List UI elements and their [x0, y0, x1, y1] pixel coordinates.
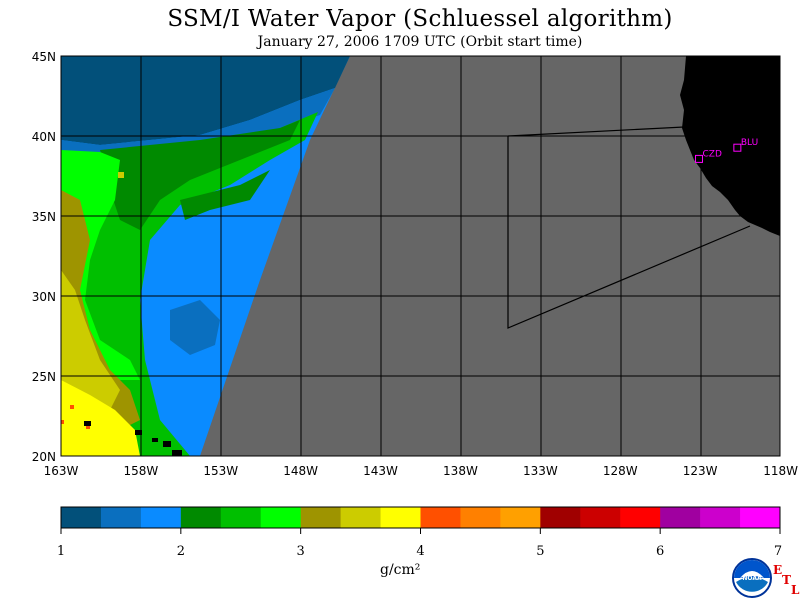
colorbar-segment: [300, 507, 342, 528]
island: [135, 430, 142, 435]
longitude-label: 143W: [363, 464, 398, 478]
longitude-label: 153W: [203, 464, 238, 478]
longitude-label: 163W: [44, 464, 79, 478]
colorbar-segment: [260, 507, 302, 528]
swath-data: [61, 56, 780, 456]
station-label: CZD: [703, 149, 722, 159]
island: [84, 421, 91, 426]
latitude-labels: 45N 40N 35N 30N 25N 20N: [32, 50, 56, 464]
colorbar-segment: [340, 507, 382, 528]
colorbar-segment: [420, 507, 461, 528]
colorbar-segment: [61, 507, 102, 528]
swath-spot: [86, 425, 90, 429]
colorbar-label: 6: [656, 544, 664, 559]
colorbar-segment: [620, 507, 661, 528]
swath-spot: [61, 420, 64, 424]
colorbar-label: 3: [297, 544, 305, 559]
colorbar-label: 7: [774, 544, 782, 559]
latitude-label: 45N: [32, 50, 56, 64]
longitude-labels: 163W 158W 153W 148W 143W 138W 133W 128W 123W 118W: [44, 464, 799, 478]
station-marker: [733, 143, 742, 152]
latitude-label: 40N: [32, 130, 56, 144]
island: [163, 441, 171, 447]
swath-darkgreen: [100, 120, 300, 230]
graticule: [61, 56, 780, 456]
map-subtitle: January 27, 2006 1709 UTC (Orbit start t…: [257, 34, 583, 50]
station-marker: [695, 154, 704, 163]
colorbar-segment: [380, 507, 421, 528]
colorbar: [60, 506, 781, 529]
swath-midblue-patch: [170, 300, 220, 355]
north-america-land: [680, 56, 780, 236]
colorbar-segment: [660, 507, 701, 528]
map-title: SSM/I Water Vapor (Schluessel algorithm): [167, 6, 673, 32]
colorbar-label: 1: [57, 544, 65, 559]
noaa-logo-text: NOAA: [742, 575, 762, 582]
etl-letter-e: E: [773, 563, 783, 577]
colorbar-labels: 1 2 3 4 5 6 7: [57, 528, 782, 559]
colorbar-segment: [180, 507, 222, 528]
colorbar-unit: g/cm²: [380, 562, 421, 578]
latitude-label: 35N: [32, 210, 56, 224]
longitude-label: 158W: [123, 464, 158, 478]
latitude-label: 30N: [32, 290, 56, 304]
stations-layer: CZD BLU: [695, 138, 758, 163]
colorbar-label: 4: [416, 544, 424, 559]
colorbar-segment: [460, 507, 501, 528]
map-frame: [60, 55, 781, 457]
swath-darkblue: [61, 56, 350, 145]
domain-outline: [507, 126, 751, 329]
colorbar-label: 5: [536, 544, 544, 559]
noaa-logo: NOAA: [732, 558, 772, 598]
colorbar-segment: [220, 507, 262, 528]
colorbar-segment: [700, 507, 741, 528]
longitude-label: 133W: [523, 464, 558, 478]
longitude-label: 123W: [683, 464, 718, 478]
island: [172, 450, 182, 456]
longitude-label: 148W: [283, 464, 318, 478]
etl-letter-l: L: [791, 583, 800, 597]
island: [152, 438, 158, 442]
latitude-label: 20N: [32, 450, 56, 464]
colorbar-segment: [140, 507, 182, 528]
longitude-label: 128W: [603, 464, 638, 478]
colorbar-segment: [740, 507, 781, 528]
swath-spot: [70, 405, 74, 409]
swath-darkgreen-2: [180, 170, 270, 220]
swath-yellowgreen: [61, 270, 120, 410]
etl-letter-t: T: [782, 573, 791, 587]
swath-yellow: [61, 380, 140, 456]
colorbar-segment: [100, 507, 142, 528]
longitude-label: 118W: [763, 464, 798, 478]
swath-spot: [118, 172, 124, 178]
colorbar-segment: [540, 507, 581, 528]
latitude-label: 25N: [32, 370, 56, 384]
colorbar-segment: [580, 507, 621, 528]
colorbar-label: 2: [177, 544, 185, 559]
longitude-label: 138W: [443, 464, 478, 478]
colorbar-segment: [500, 507, 541, 528]
station-label: BLU: [741, 138, 758, 148]
